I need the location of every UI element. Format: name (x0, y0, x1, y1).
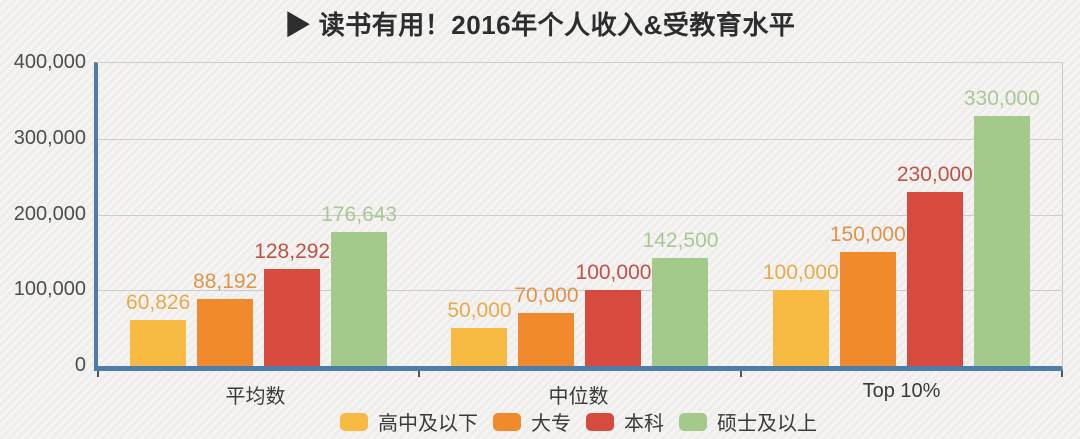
bar-value-label: 142,500 (642, 229, 719, 253)
category-group: 100,000 150,000 230,000 330,000 (741, 63, 1062, 366)
bar: 230,000 (897, 163, 973, 366)
bar-value-label: 88,192 (193, 270, 258, 294)
gridline (98, 138, 1062, 140)
bar-value-label: 128,292 (254, 239, 331, 263)
bar-value-label: 70,000 (514, 283, 579, 307)
bar: 100,000 (576, 261, 651, 366)
legend: 高中及以下 大专 本科 硕士及以上 (94, 407, 1063, 436)
bar: 150,000 (830, 223, 906, 366)
bar-value-label: 230,000 (896, 162, 973, 186)
gridline (98, 290, 1062, 292)
y-axis-tick-label: 400,000 (13, 51, 86, 73)
legend-swatch (340, 412, 368, 431)
legend-item: 大专 (493, 407, 571, 436)
legend-label: 硕士及以上 (717, 413, 817, 435)
bar: 128,292 (254, 240, 330, 366)
bar: 330,000 (964, 87, 1040, 366)
y-axis-tick-label: 200,000 (13, 202, 86, 225)
category-group: 60,826 88,192 128,292 176,643 (98, 63, 419, 366)
bar: 70,000 (514, 284, 579, 366)
legend-swatch (493, 412, 521, 431)
bar-value-label: 100,000 (575, 261, 652, 285)
y-axis-tick-label: 100,000 (13, 278, 86, 301)
legend-item: 高中及以下 (340, 407, 478, 436)
plot-area: 60,826 88,192 128,292 176,643 50,000 70,000 10… (94, 62, 1063, 371)
category-label: 平均数 (225, 386, 286, 408)
bar: 88,192 (193, 270, 257, 366)
bar: 100,000 (763, 261, 839, 366)
bar: 60,826 (126, 291, 190, 366)
bar-value-label: 150,000 (829, 223, 906, 247)
category-label: 中位数 (548, 386, 609, 408)
bar-value-label: 330,000 (963, 87, 1040, 111)
bar-value-label: 176,643 (321, 203, 398, 227)
legend-item: 本科 (586, 407, 664, 436)
legend-label: 高中及以下 (378, 413, 478, 435)
x-axis-tick (739, 371, 742, 377)
legend-item: 硕士及以上 (679, 407, 817, 436)
chart-title: ▶ 读书有用！2016年个人收入&受教育水平 (284, 10, 796, 40)
gridline (98, 214, 1062, 216)
x-axis-tick (1061, 371, 1063, 377)
bar: 50,000 (447, 299, 512, 366)
y-axis-tick-label: 300,000 (13, 126, 86, 149)
x-axis-tick (97, 371, 99, 377)
x-axis-tick (418, 371, 421, 377)
bar: 142,500 (643, 229, 718, 366)
category-label: Top 10% (862, 380, 941, 402)
bar: 176,643 (321, 203, 397, 366)
x-axis-category-labels: 平均数 中位数 Top 10% (94, 380, 1063, 409)
bar-value-label: 60,826 (126, 290, 191, 314)
bar-value-label: 100,000 (762, 261, 839, 285)
legend-label: 大专 (531, 413, 571, 435)
legend-swatch (586, 412, 614, 431)
category-group: 50,000 70,000 100,000 142,500 (419, 63, 740, 366)
legend-swatch (679, 412, 707, 431)
bar-groups: 60,826 88,192 128,292 176,643 50,000 70,000 10… (98, 63, 1062, 366)
bar-value-label: 50,000 (447, 299, 512, 323)
legend-label: 本科 (624, 413, 664, 435)
y-axis-tick-label: 0 (74, 354, 86, 376)
